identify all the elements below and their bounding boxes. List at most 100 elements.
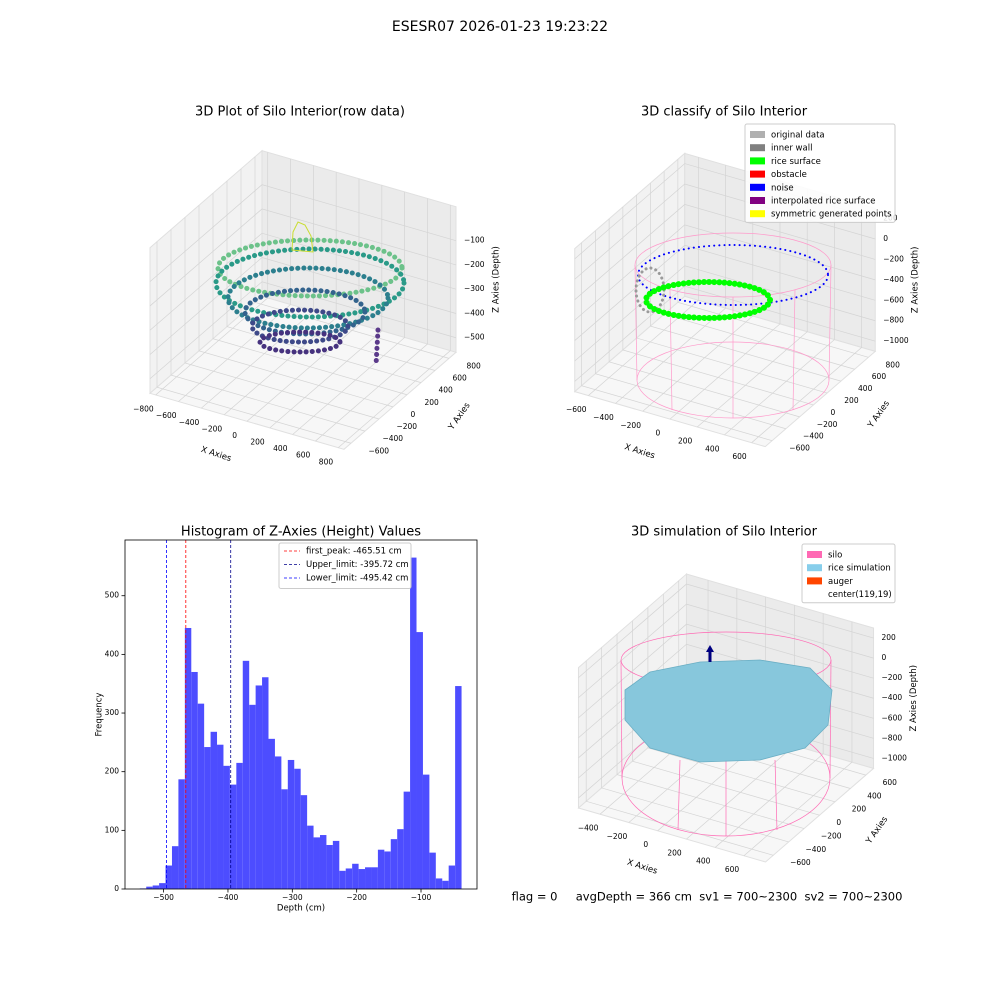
grid-line — [338, 205, 451, 448]
bar — [448, 865, 456, 889]
z-axis-label: Z Axies (Depth) — [909, 665, 919, 732]
bar — [223, 765, 230, 889]
bar — [345, 868, 353, 889]
grid-line — [578, 623, 874, 718]
x-tick-label: −200 — [202, 424, 223, 433]
y-tick-label: −400 — [806, 845, 827, 854]
z-tick-label: −800 — [882, 733, 903, 742]
grid-line — [578, 583, 874, 678]
x-tick-label: −500 — [153, 893, 174, 902]
z-tick-label: −400 — [883, 275, 904, 284]
legend-swatch — [750, 144, 765, 152]
bar — [422, 774, 430, 889]
auger-head — [706, 645, 714, 652]
grid-line — [156, 241, 352, 444]
bar — [377, 849, 385, 889]
bar — [307, 825, 314, 889]
bar — [390, 839, 398, 889]
y-tick-label: 600 — [452, 374, 467, 383]
y-tick-label: 200 — [844, 396, 859, 405]
grid-line — [292, 191, 405, 435]
ring — [249, 307, 351, 345]
grid-line — [669, 180, 781, 420]
grid-line — [574, 244, 876, 341]
y-tick-label: 0 — [831, 408, 836, 417]
z-tick-label: −600 — [883, 295, 904, 304]
bar — [397, 829, 404, 889]
bar — [352, 863, 359, 889]
y-tick-label: 600 — [872, 372, 887, 381]
z-tick-label: −600 — [882, 713, 903, 722]
bar — [204, 747, 211, 889]
x-tick-label: −600 — [156, 411, 177, 420]
y-axis-label: Frequency — [95, 693, 105, 737]
wire — [677, 759, 681, 831]
legend-label: rice simulation — [828, 564, 891, 574]
chart-title: 3D classify of Silo Interior — [641, 105, 808, 120]
legend-label: rice surface — [771, 157, 821, 167]
legend-swatch — [750, 157, 765, 165]
x-axis-label: Depth (cm) — [277, 904, 325, 914]
grid-line — [574, 204, 876, 300]
legend-label: silo — [828, 551, 842, 561]
legend-frame — [278, 542, 412, 589]
bar — [435, 878, 443, 889]
grid-line — [184, 217, 380, 420]
bar — [319, 835, 327, 889]
x-tick-label: 0 — [656, 429, 661, 438]
x-tick-label: −200 — [620, 421, 641, 430]
wire — [774, 759, 778, 831]
bar — [416, 632, 423, 889]
grid-line — [170, 229, 366, 432]
grid-line — [743, 621, 853, 856]
bar — [371, 867, 378, 889]
grid-line — [149, 208, 457, 307]
legend-label: auger — [828, 577, 853, 587]
y-tick-label: −200 — [821, 831, 842, 840]
grid-line — [622, 206, 814, 406]
wire — [829, 659, 832, 779]
z-tick-label: −500 — [464, 333, 485, 342]
noise — [637, 244, 829, 306]
bar — [152, 885, 160, 889]
bar — [268, 738, 275, 889]
y-tick-label: 200 — [105, 767, 120, 776]
grid-line — [724, 196, 835, 436]
ring — [373, 327, 381, 368]
y-tick-label: 100 — [105, 825, 120, 834]
bar — [178, 779, 185, 889]
grid-line — [254, 156, 450, 359]
y-tick-label: 800 — [886, 360, 901, 369]
z-tick-label: −100 — [464, 236, 485, 245]
legend-swatch — [750, 183, 765, 191]
bar — [217, 744, 224, 889]
grid-line — [149, 281, 457, 380]
y-tick-label: −200 — [817, 420, 838, 429]
bar — [326, 845, 333, 889]
point-cloud-sketch — [213, 237, 407, 368]
y-tick-label: −600 — [789, 444, 810, 453]
bar — [171, 846, 179, 889]
grid-line — [149, 184, 457, 282]
grid-line — [149, 257, 457, 355]
bar — [281, 789, 288, 889]
x-tick-label: 400 — [705, 444, 720, 453]
y-tick-label: 400 — [105, 649, 120, 658]
legend-swatch — [750, 170, 765, 178]
bar — [184, 627, 192, 889]
class-sketch — [634, 244, 829, 321]
x-tick-label: 200 — [250, 438, 265, 447]
chart-title: 3D simulation of Silo Interior — [631, 525, 818, 540]
bar — [236, 762, 243, 889]
x-tick-label: 200 — [678, 436, 693, 445]
grid-line — [581, 242, 773, 442]
z-tick-label: −200 — [882, 673, 903, 682]
illustration — [213, 221, 833, 837]
grid-line — [677, 159, 869, 358]
legend-swatch — [807, 590, 822, 598]
top-layer: −800 −600 −400 −200 0 200 400 600 800 −600 −400 −20… — [95, 105, 921, 914]
bar — [191, 671, 198, 889]
legend-swatch — [807, 564, 822, 572]
y-tick-label: 200 — [852, 805, 867, 814]
